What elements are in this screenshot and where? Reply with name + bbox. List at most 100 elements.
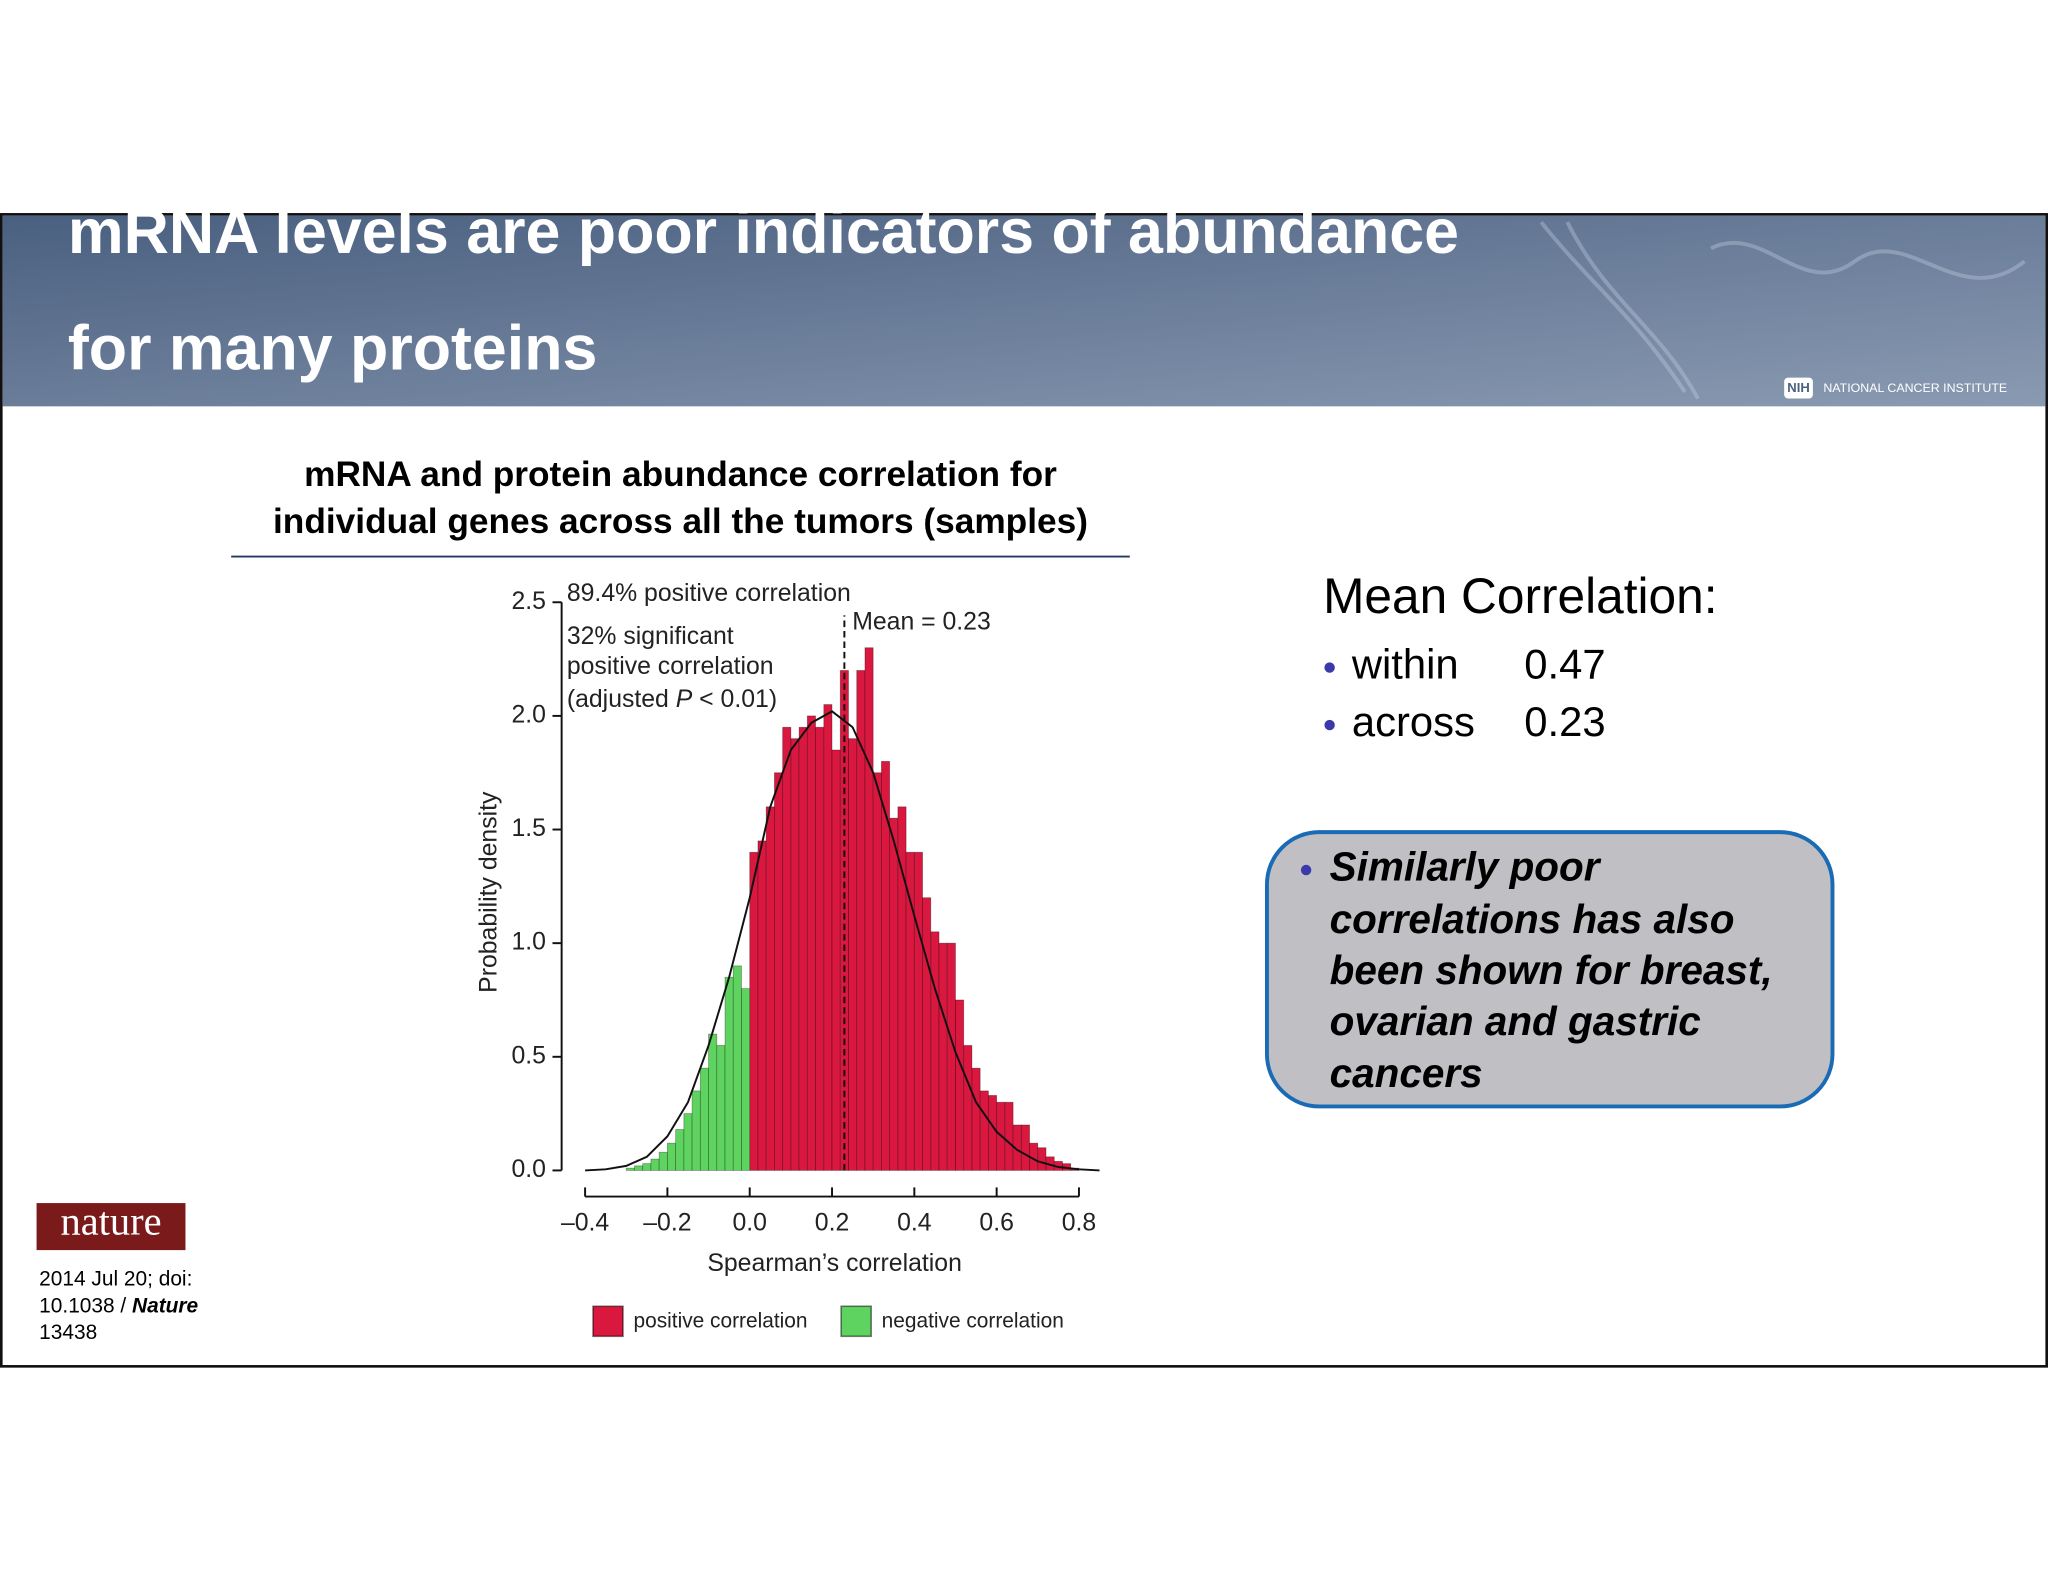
nature-logo [36,1203,186,1251]
bar [749,851,759,1171]
annotation: 89.4% positive correlation [567,580,851,607]
y-tick-label: 0.5 [511,1042,545,1069]
citation: 10.1038 / Nature [39,1294,198,1317]
summary-label: within [1351,641,1459,688]
bar [774,772,784,1171]
callout-text: cancers [1330,1050,1483,1096]
bar [848,738,858,1171]
bar [1020,1124,1030,1171]
bar [741,988,751,1171]
bar [716,1045,726,1171]
bar [946,942,956,1171]
citation-journal: Nature [132,1294,199,1317]
x-tick-label: –0.2 [643,1210,691,1237]
bar [782,726,792,1171]
bar [971,1067,981,1171]
header-title: mRNA levels are poor indicators of abund… [68,197,1459,267]
bar [667,1142,677,1171]
bar [889,817,899,1171]
y-tick-label: 2.5 [511,588,545,615]
citation: 10.1038 / [39,1294,132,1317]
bullet [1324,719,1335,731]
y-tick-label: 1.0 [511,929,545,956]
header-title: for many proteins [68,313,597,383]
bar [699,1067,709,1171]
bar [658,1151,668,1171]
nih-logo-text: NATIONAL CANCER INSTITUTE [1823,381,2007,395]
callout-text: correlations has also [1330,896,1735,942]
bar [913,851,923,1171]
callout-text: ovarian and gastric [1330,998,1701,1044]
bar [823,704,833,1171]
callout-text: been shown for breast, [1330,947,1773,993]
bar [881,760,891,1171]
y-tick-label: 2.0 [511,701,545,728]
bar [815,726,825,1171]
bar [864,647,874,1171]
bar [732,965,742,1171]
bar [798,726,808,1171]
bar [831,749,841,1171]
legend-swatch [840,1305,872,1338]
bullet [1300,864,1312,876]
chart-title: mRNA and protein abundance correlation f… [304,455,1057,494]
summary-value: 0.23 [1524,698,1605,745]
x-tick-label: 0.0 [732,1210,766,1237]
chart-title: individual genes across all the tumors (… [273,502,1088,541]
bar [765,806,775,1171]
annotation: < 0.01) [692,686,777,713]
bar [790,738,800,1171]
bar [806,715,816,1171]
bar [988,1095,998,1171]
y-tick-label: 1.5 [511,815,545,842]
bar [757,840,767,1171]
annotation: (adjusted P < 0.01) [567,686,777,713]
bar [963,1045,973,1171]
bar [650,1158,660,1171]
x-tick-label: 0.2 [815,1210,849,1237]
legend-swatch [592,1305,624,1338]
annotation: P [676,686,693,713]
bar [683,1113,693,1171]
nih-badge-text: NIH [1787,380,1809,395]
summary-value: 0.47 [1524,641,1605,688]
mean-label: Mean = 0.23 [852,609,991,636]
bar [675,1129,685,1171]
y-axis-label: Probability density [475,791,502,993]
x-tick-label: –0.4 [561,1210,609,1237]
nih-badge [1784,377,1813,399]
annotation: 32% significant [567,623,734,650]
legend-label: positive correlation [633,1309,807,1332]
y-tick-label: 0.0 [511,1156,545,1183]
bullet [1324,662,1335,673]
bar [708,1033,718,1171]
density-curve [585,710,1100,1172]
bar [856,670,866,1171]
bar [979,1090,989,1171]
bar [691,1090,701,1171]
summary-heading: Mean Correlation: [1323,568,1717,624]
bar [897,806,907,1171]
bar [872,772,882,1171]
callout-box [1264,830,1835,1109]
bar [930,931,940,1171]
bar [724,976,734,1171]
nature-logo-text: nature [60,1199,161,1244]
x-tick-label: 0.6 [979,1210,1013,1237]
annotation: positive correlation [567,653,774,680]
citation: 13438 [39,1321,97,1344]
summary-label: across [1352,698,1475,745]
bar [938,942,948,1171]
x-tick-label: 0.8 [1062,1210,1096,1237]
annotation: (adjusted [567,686,676,713]
bar [922,897,932,1171]
x-tick-label: 0.4 [897,1210,932,1237]
bar [1037,1147,1047,1171]
bar [625,1167,635,1171]
header-decoration [1539,220,2026,400]
citation: 2014 Jul 20; doi: [39,1268,192,1291]
legend-label: negative correlation [882,1309,1064,1332]
plot: 0.0 0.5 1.0 1.5 2.0 2.5 –0.4 –0.2 0.0 0.2 0.4 0.6 0.… [475,580,1100,1338]
bar [634,1165,644,1171]
